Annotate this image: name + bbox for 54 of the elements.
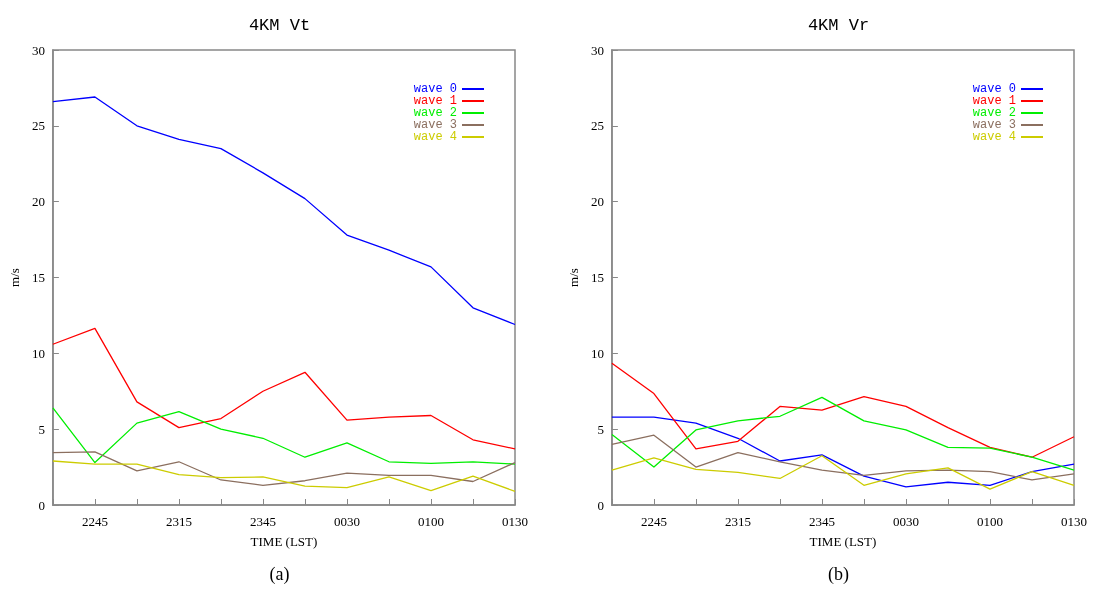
- line-series: [52, 451, 516, 486]
- chart-title: 4KM Vr: [807, 16, 870, 35]
- y-tick-label: 5: [597, 421, 604, 437]
- y-tick-label: 0: [597, 497, 604, 513]
- x-tick-label: 2345: [249, 514, 276, 529]
- line-series: [611, 396, 1075, 471]
- legend-label: wave 1: [972, 94, 1016, 108]
- chart-title: 4KM Vt: [248, 16, 311, 35]
- legend-label: wave 0: [413, 82, 457, 96]
- line-series: [611, 434, 1075, 481]
- line-series: [52, 327, 516, 450]
- y-tick-label: 25: [590, 118, 604, 134]
- x-tick-label: 0030: [892, 514, 919, 529]
- y-tick-label: 25: [31, 118, 45, 134]
- legend-label: wave 4: [972, 130, 1016, 144]
- x-tick-label: 0130: [502, 514, 528, 529]
- line-series: [52, 407, 516, 465]
- y-tick-label: 30: [590, 42, 604, 58]
- legend-label: wave 2: [413, 106, 457, 120]
- line-series: [611, 416, 1075, 488]
- x-tick-label: 2315: [165, 514, 192, 529]
- legend-label: wave 3: [413, 118, 457, 132]
- x-axis-title: TIME (LST): [250, 534, 318, 549]
- y-tick-label: 10: [31, 345, 45, 361]
- x-tick-label: 2245: [640, 514, 667, 529]
- y-tick-label: 0: [38, 497, 45, 513]
- y-axis-title: m/s: [566, 268, 581, 287]
- line-series: [611, 362, 1075, 458]
- y-tick-label: 10: [590, 345, 604, 361]
- y-tick-label: 5: [38, 421, 45, 437]
- legend-label: wave 2: [972, 106, 1016, 120]
- legend-label: wave 3: [972, 118, 1016, 132]
- x-axis-title: TIME (LST): [809, 534, 877, 549]
- y-tick-label: 15: [590, 270, 604, 285]
- legend-label: wave 0: [972, 82, 1016, 96]
- x-tick-label: 2345: [808, 514, 835, 529]
- y-tick-label: 15: [31, 270, 45, 285]
- legend-label: wave 4: [413, 130, 457, 144]
- text: (b): [828, 564, 850, 585]
- line-series: [611, 455, 1075, 490]
- y-axis-title: m/s: [7, 268, 22, 287]
- text: (a): [269, 564, 290, 585]
- y-tick-label: 20: [590, 194, 604, 210]
- x-tick-label: 2245: [81, 514, 108, 529]
- line-series: [52, 96, 516, 326]
- x-tick-label: 0100: [976, 514, 1003, 529]
- line-series: [52, 460, 516, 492]
- x-tick-label: 0100: [417, 514, 444, 529]
- x-tick-label: 0130: [1061, 514, 1087, 529]
- legend-label: wave 1: [413, 94, 457, 108]
- x-tick-label: 2315: [724, 514, 751, 529]
- x-tick-label: 0030: [333, 514, 360, 529]
- y-tick-label: 30: [31, 42, 45, 58]
- y-tick-label: 20: [31, 194, 45, 210]
